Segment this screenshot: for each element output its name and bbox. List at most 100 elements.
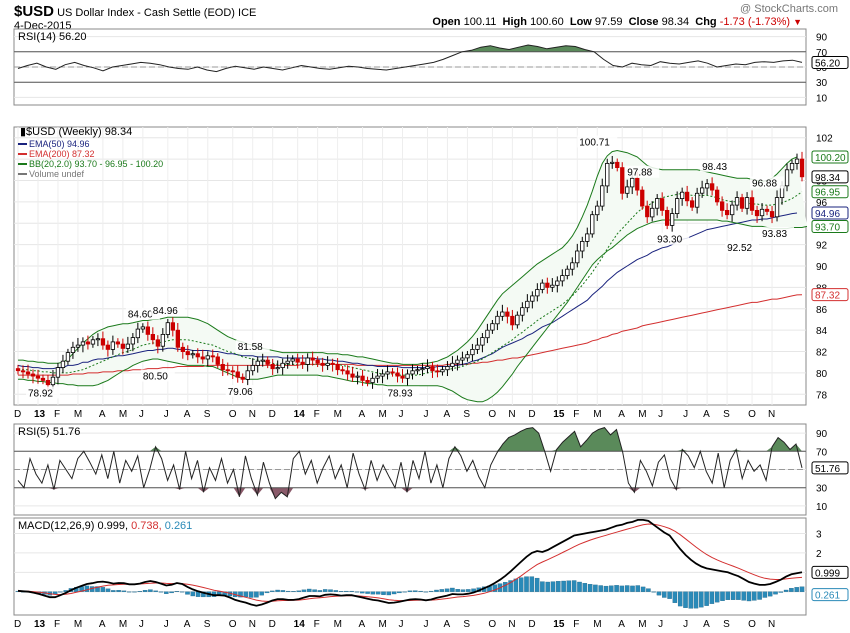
candle-body: [220, 363, 225, 371]
price-annotation: 97.88: [627, 168, 652, 179]
macd-histogram-bar: [667, 591, 672, 599]
macd-histogram-bar: [84, 585, 90, 592]
candle-body: [570, 262, 575, 270]
rsi14-tick-label: 10: [816, 93, 828, 104]
macd-x-tick-label: M: [638, 619, 646, 630]
macd-x-tick-label: 13: [34, 619, 46, 630]
annotation-bg: [725, 241, 760, 254]
price-tick-label: 84: [816, 326, 828, 337]
candle-body: [375, 375, 380, 379]
macd-x-tick-label: M: [593, 619, 601, 630]
candle-body: [470, 348, 475, 356]
annotation-bg: [140, 369, 175, 382]
price-x-tick-label: S: [204, 409, 211, 420]
candle-body: [625, 186, 630, 194]
macd-x-tick-label: J: [139, 619, 144, 630]
macd-histogram-bar: [201, 591, 206, 598]
macd-histogram-bar: [365, 591, 370, 594]
macd-histogram-bar: [121, 590, 127, 592]
candle-body: [170, 322, 176, 331]
rsi5-line: [17, 427, 803, 500]
macd-histogram-bar: [757, 591, 762, 600]
macd-histogram-bar: [571, 580, 577, 592]
macd-line: [17, 519, 803, 607]
candle-body: [670, 213, 675, 226]
macd-histogram-bar: [640, 586, 646, 592]
macd-histogram-bar: [736, 591, 741, 600]
candle-body: [300, 361, 305, 365]
candle-body: [30, 373, 36, 377]
macd-x-tick-label: D: [14, 619, 21, 630]
candle-body: [405, 373, 410, 379]
macd-x-tick-label: N: [508, 619, 515, 630]
macd-histogram-bar: [619, 585, 625, 592]
macd-histogram-bar: [386, 591, 392, 596]
macd-last-value-box: [811, 565, 849, 579]
macd-histogram-bar: [444, 588, 450, 592]
macd-histogram-bar: [148, 589, 153, 592]
candle-body: [155, 339, 161, 347]
annotation-bg: [225, 384, 260, 397]
candle-body: [160, 333, 166, 347]
macd-x-tick-label: A: [443, 619, 450, 630]
candle-body: [480, 337, 485, 346]
macd-title: MACD(12,26,9) 0.999, 0.738, 0.261: [18, 520, 192, 532]
price-annotation: 93.30: [657, 235, 682, 246]
macd-histogram-bar: [439, 589, 445, 592]
candle-body: [794, 158, 800, 164]
candle-body: [150, 333, 156, 341]
price-x-tick-label: 13: [34, 409, 46, 420]
rsi5-tick-label: 90: [816, 429, 828, 440]
macd-histogram-bar: [688, 591, 694, 609]
candle-body: [515, 314, 520, 326]
low-label: Low: [569, 16, 592, 28]
macd-x-tick-label: S: [204, 619, 211, 630]
macd-histogram-bar: [317, 590, 323, 592]
macd-histogram-bar: [243, 591, 249, 598]
price-x-tick-label: N: [249, 409, 256, 420]
macd-histogram-bar: [413, 590, 418, 592]
price-annotation: 100.71: [579, 137, 610, 148]
macd-histogram-bar: [185, 591, 190, 595]
macd-histogram-bar: [58, 591, 63, 593]
candle-body: [690, 200, 695, 208]
price-x-tick-label: J: [164, 409, 169, 420]
macd-title-histogram: 0.261: [165, 520, 193, 532]
macd-histogram-bar: [540, 581, 545, 592]
candle-body: [250, 364, 255, 372]
macd-histogram-bar: [423, 591, 429, 593]
rsi5-last-value: 51.76: [815, 464, 840, 475]
macd-title-signal: 0.738,: [131, 520, 165, 532]
macd-histogram-bar: [783, 589, 789, 592]
candle-body: [630, 177, 635, 188]
macd-x-tick-label: S: [463, 619, 470, 630]
macd-histogram-bar: [714, 591, 720, 603]
candle-body: [450, 362, 455, 367]
candle-body: [675, 198, 680, 215]
candle-body: [490, 323, 495, 331]
price-x-tick-label: A: [184, 409, 191, 420]
candle-body: [749, 197, 755, 211]
macd-histogram-bar: [291, 591, 296, 592]
macd-histogram-bar: [609, 585, 614, 592]
candle-body: [135, 328, 141, 339]
price-x-tick-label: M: [638, 409, 646, 420]
macd-histogram-bar: [238, 591, 243, 598]
macd-histogram-bar: [434, 589, 439, 592]
close-label: Close: [628, 16, 659, 28]
candle-body: [655, 198, 660, 209]
candle-body: [475, 344, 480, 350]
candle-body: [769, 211, 775, 218]
price-x-tick-label: J: [683, 409, 688, 420]
macd-histogram-bar: [789, 588, 794, 592]
price-axis-value-box: [811, 206, 849, 220]
macd-x-tick-label: J: [423, 619, 428, 630]
candle-body: [115, 341, 120, 345]
macd-histogram-bar: [407, 590, 413, 592]
macd-x-tick-label: O: [229, 619, 237, 630]
macd-histogram-bar: [561, 580, 566, 592]
candle-body: [100, 338, 106, 346]
macd-histogram-bar: [593, 584, 598, 592]
macd-histogram-bar: [794, 587, 799, 592]
candle-body: [605, 162, 610, 187]
